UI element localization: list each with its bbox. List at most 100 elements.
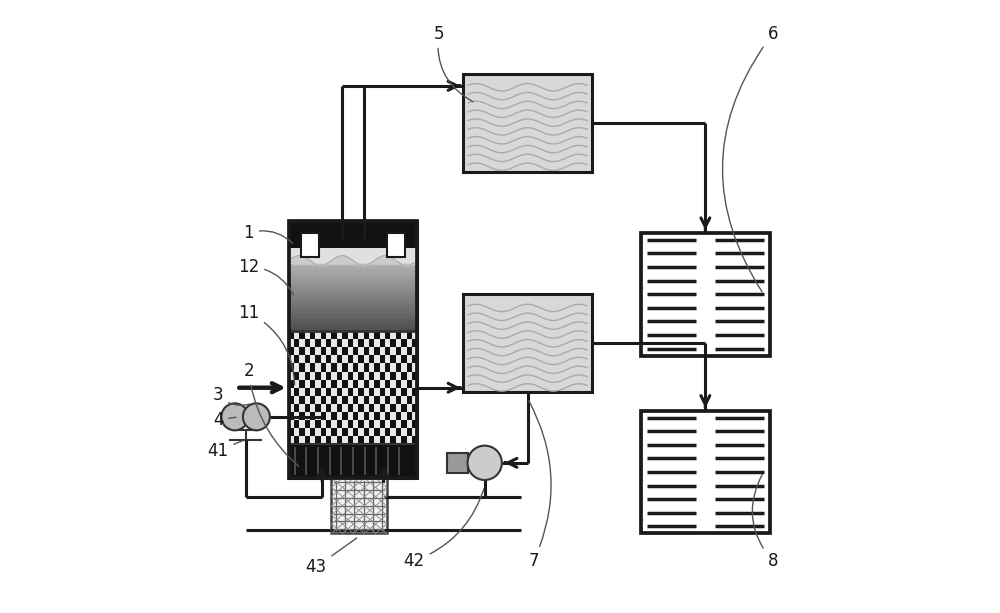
Bar [358, 428, 364, 436]
Bar [305, 347, 310, 356]
Bar [326, 356, 331, 364]
Bar [396, 371, 401, 379]
Bar [641, 233, 770, 356]
Bar [364, 436, 369, 444]
Bar [331, 347, 337, 356]
Bar [294, 339, 299, 347]
Bar [364, 371, 369, 379]
Bar [315, 331, 321, 339]
Bar [407, 331, 412, 339]
Bar [396, 356, 401, 364]
Bar [310, 436, 315, 444]
Bar [294, 379, 299, 388]
Bar [369, 331, 374, 339]
Bar [337, 388, 342, 396]
Bar [407, 356, 412, 364]
Bar [331, 339, 337, 347]
Bar [390, 412, 396, 420]
Bar [364, 396, 369, 404]
Bar [315, 396, 321, 404]
Bar [369, 347, 374, 356]
Bar [369, 420, 374, 428]
Bar [326, 379, 331, 388]
Bar [337, 371, 342, 379]
Bar [385, 347, 390, 356]
Bar [348, 404, 353, 412]
Bar [326, 364, 331, 371]
Bar [342, 428, 348, 436]
Bar [331, 436, 337, 444]
Bar [390, 428, 396, 436]
Bar [369, 356, 374, 364]
Bar [396, 420, 401, 428]
Bar [337, 379, 342, 388]
Bar [463, 74, 592, 172]
Bar [353, 364, 358, 371]
Bar [380, 412, 385, 420]
Bar [353, 379, 358, 388]
Bar [310, 364, 315, 371]
Bar [289, 284, 417, 287]
Bar [299, 428, 305, 436]
Bar [390, 420, 396, 428]
Bar [315, 404, 321, 412]
Bar [358, 364, 364, 371]
Text: 43: 43 [306, 538, 357, 576]
Bar [407, 428, 412, 436]
Bar [299, 331, 305, 339]
Bar [305, 420, 310, 428]
Bar [326, 347, 331, 356]
Bar [289, 304, 417, 308]
Bar [305, 331, 310, 339]
Bar [396, 339, 401, 347]
Bar [326, 412, 331, 420]
Bar [407, 396, 412, 404]
Bar [401, 388, 407, 396]
Bar [390, 388, 396, 396]
Bar [463, 294, 592, 392]
Bar [401, 404, 407, 412]
Bar [385, 404, 390, 412]
Bar [358, 371, 364, 379]
Bar [390, 436, 396, 444]
Bar [353, 388, 358, 396]
Text: 1: 1 [243, 224, 293, 243]
Bar [326, 436, 331, 444]
Bar [321, 379, 326, 388]
Bar [412, 420, 417, 428]
Bar [315, 428, 321, 436]
Bar [305, 436, 310, 444]
Bar [337, 420, 342, 428]
Bar [310, 428, 315, 436]
Bar [348, 339, 353, 347]
Bar [289, 331, 294, 339]
Bar [401, 347, 407, 356]
Bar [369, 379, 374, 388]
Bar [380, 339, 385, 347]
Bar [401, 420, 407, 428]
Bar [385, 364, 390, 371]
Bar [315, 371, 321, 379]
Bar [294, 412, 299, 420]
Bar [289, 291, 417, 294]
Bar [310, 420, 315, 428]
Bar [374, 379, 380, 388]
Bar [337, 436, 342, 444]
Bar [310, 331, 315, 339]
Bar [358, 412, 364, 420]
Bar [348, 379, 353, 388]
Bar [390, 364, 396, 371]
Bar [380, 420, 385, 428]
Bar [385, 356, 390, 364]
Bar [310, 388, 315, 396]
Bar [299, 379, 305, 388]
Bar [331, 371, 337, 379]
Bar [299, 412, 305, 420]
Bar [331, 420, 337, 428]
Bar [326, 404, 331, 412]
Bar [358, 388, 364, 396]
Bar [412, 436, 417, 444]
Bar [321, 428, 326, 436]
Bar [369, 428, 374, 436]
Bar [342, 356, 348, 364]
